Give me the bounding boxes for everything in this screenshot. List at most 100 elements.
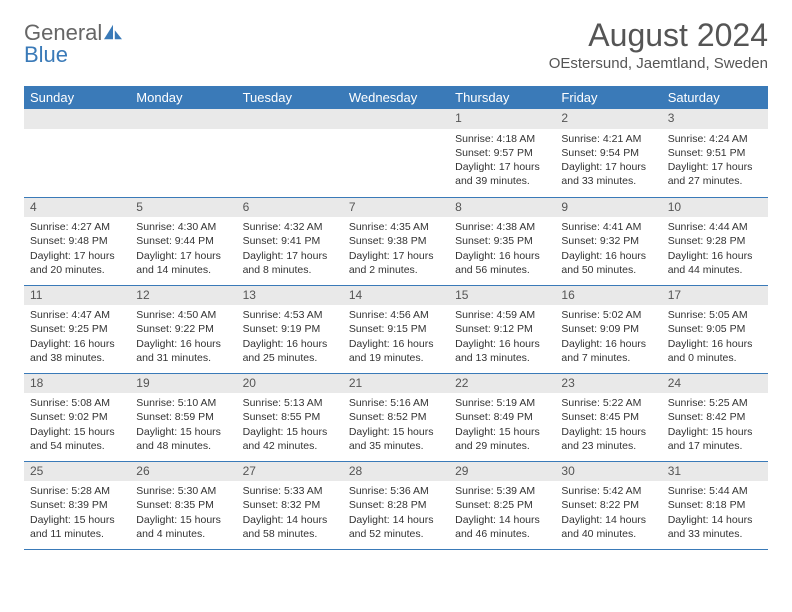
day-number: 30	[555, 462, 661, 482]
day-number: 3	[662, 109, 768, 129]
day-detail: Sunrise: 4:41 AMSunset: 9:32 PMDaylight:…	[555, 217, 661, 281]
day-detail: Sunrise: 4:27 AMSunset: 9:48 PMDaylight:…	[24, 217, 130, 281]
calendar-cell: 22Sunrise: 5:19 AMSunset: 8:49 PMDayligh…	[449, 373, 555, 461]
brand-word2: Blue	[24, 42, 68, 67]
calendar-week-row: 1Sunrise: 4:18 AMSunset: 9:57 PMDaylight…	[24, 109, 768, 197]
calendar-page: General Blue August 2024 OEstersund, Jae…	[0, 0, 792, 568]
day-number	[130, 109, 236, 129]
day-number: 23	[555, 374, 661, 394]
calendar-cell: 3Sunrise: 4:24 AMSunset: 9:51 PMDaylight…	[662, 109, 768, 197]
calendar-cell: 6Sunrise: 4:32 AMSunset: 9:41 PMDaylight…	[237, 197, 343, 285]
day-detail: Sunrise: 5:28 AMSunset: 8:39 PMDaylight:…	[24, 481, 130, 545]
day-detail: Sunrise: 5:36 AMSunset: 8:28 PMDaylight:…	[343, 481, 449, 545]
day-header: Tuesday	[237, 86, 343, 109]
calendar-cell	[237, 109, 343, 197]
day-number: 12	[130, 286, 236, 306]
day-number: 19	[130, 374, 236, 394]
calendar-cell: 29Sunrise: 5:39 AMSunset: 8:25 PMDayligh…	[449, 461, 555, 549]
calendar-cell: 18Sunrise: 5:08 AMSunset: 9:02 PMDayligh…	[24, 373, 130, 461]
sail-icon	[104, 24, 122, 40]
day-number: 22	[449, 374, 555, 394]
day-number: 24	[662, 374, 768, 394]
day-number	[343, 109, 449, 129]
title-block: August 2024 OEstersund, Jaemtland, Swede…	[549, 18, 768, 72]
calendar-week-row: 4Sunrise: 4:27 AMSunset: 9:48 PMDaylight…	[24, 197, 768, 285]
calendar-cell: 7Sunrise: 4:35 AMSunset: 9:38 PMDaylight…	[343, 197, 449, 285]
day-number: 16	[555, 286, 661, 306]
day-number: 10	[662, 198, 768, 218]
day-number: 11	[24, 286, 130, 306]
calendar-cell: 16Sunrise: 5:02 AMSunset: 9:09 PMDayligh…	[555, 285, 661, 373]
day-header: Saturday	[662, 86, 768, 109]
calendar-table: Sunday Monday Tuesday Wednesday Thursday…	[24, 86, 768, 550]
day-detail: Sunrise: 4:50 AMSunset: 9:22 PMDaylight:…	[130, 305, 236, 369]
day-detail: Sunrise: 5:25 AMSunset: 8:42 PMDaylight:…	[662, 393, 768, 457]
day-number: 28	[343, 462, 449, 482]
day-number: 29	[449, 462, 555, 482]
calendar-week-row: 11Sunrise: 4:47 AMSunset: 9:25 PMDayligh…	[24, 285, 768, 373]
calendar-cell: 1Sunrise: 4:18 AMSunset: 9:57 PMDaylight…	[449, 109, 555, 197]
day-number: 6	[237, 198, 343, 218]
calendar-cell: 27Sunrise: 5:33 AMSunset: 8:32 PMDayligh…	[237, 461, 343, 549]
day-number: 15	[449, 286, 555, 306]
calendar-cell: 17Sunrise: 5:05 AMSunset: 9:05 PMDayligh…	[662, 285, 768, 373]
day-header: Friday	[555, 86, 661, 109]
day-detail: Sunrise: 5:13 AMSunset: 8:55 PMDaylight:…	[237, 393, 343, 457]
calendar-cell: 26Sunrise: 5:30 AMSunset: 8:35 PMDayligh…	[130, 461, 236, 549]
calendar-cell	[24, 109, 130, 197]
day-header-row: Sunday Monday Tuesday Wednesday Thursday…	[24, 86, 768, 109]
day-number	[237, 109, 343, 129]
day-number: 7	[343, 198, 449, 218]
day-number: 9	[555, 198, 661, 218]
calendar-cell: 30Sunrise: 5:42 AMSunset: 8:22 PMDayligh…	[555, 461, 661, 549]
day-detail: Sunrise: 4:44 AMSunset: 9:28 PMDaylight:…	[662, 217, 768, 281]
calendar-cell: 8Sunrise: 4:38 AMSunset: 9:35 PMDaylight…	[449, 197, 555, 285]
day-detail: Sunrise: 4:21 AMSunset: 9:54 PMDaylight:…	[555, 129, 661, 193]
day-detail: Sunrise: 4:30 AMSunset: 9:44 PMDaylight:…	[130, 217, 236, 281]
day-detail: Sunrise: 5:42 AMSunset: 8:22 PMDaylight:…	[555, 481, 661, 545]
day-detail: Sunrise: 5:10 AMSunset: 8:59 PMDaylight:…	[130, 393, 236, 457]
day-number: 31	[662, 462, 768, 482]
calendar-cell: 19Sunrise: 5:10 AMSunset: 8:59 PMDayligh…	[130, 373, 236, 461]
day-number: 21	[343, 374, 449, 394]
day-number: 27	[237, 462, 343, 482]
day-header: Sunday	[24, 86, 130, 109]
calendar-cell: 11Sunrise: 4:47 AMSunset: 9:25 PMDayligh…	[24, 285, 130, 373]
day-number: 5	[130, 198, 236, 218]
calendar-cell: 14Sunrise: 4:56 AMSunset: 9:15 PMDayligh…	[343, 285, 449, 373]
day-detail: Sunrise: 4:56 AMSunset: 9:15 PMDaylight:…	[343, 305, 449, 369]
day-number: 25	[24, 462, 130, 482]
day-header: Monday	[130, 86, 236, 109]
day-number: 14	[343, 286, 449, 306]
day-detail: Sunrise: 5:02 AMSunset: 9:09 PMDaylight:…	[555, 305, 661, 369]
day-number	[24, 109, 130, 129]
day-detail: Sunrise: 4:24 AMSunset: 9:51 PMDaylight:…	[662, 129, 768, 193]
calendar-cell: 2Sunrise: 4:21 AMSunset: 9:54 PMDaylight…	[555, 109, 661, 197]
calendar-week-row: 25Sunrise: 5:28 AMSunset: 8:39 PMDayligh…	[24, 461, 768, 549]
calendar-cell: 13Sunrise: 4:53 AMSunset: 9:19 PMDayligh…	[237, 285, 343, 373]
day-header: Thursday	[449, 86, 555, 109]
calendar-cell: 9Sunrise: 4:41 AMSunset: 9:32 PMDaylight…	[555, 197, 661, 285]
day-detail: Sunrise: 4:59 AMSunset: 9:12 PMDaylight:…	[449, 305, 555, 369]
day-detail: Sunrise: 4:47 AMSunset: 9:25 PMDaylight:…	[24, 305, 130, 369]
calendar-cell: 24Sunrise: 5:25 AMSunset: 8:42 PMDayligh…	[662, 373, 768, 461]
month-title: August 2024	[549, 18, 768, 53]
calendar-cell: 4Sunrise: 4:27 AMSunset: 9:48 PMDaylight…	[24, 197, 130, 285]
day-detail: Sunrise: 5:08 AMSunset: 9:02 PMDaylight:…	[24, 393, 130, 457]
day-detail: Sunrise: 5:33 AMSunset: 8:32 PMDaylight:…	[237, 481, 343, 545]
day-detail: Sunrise: 4:38 AMSunset: 9:35 PMDaylight:…	[449, 217, 555, 281]
day-detail: Sunrise: 4:53 AMSunset: 9:19 PMDaylight:…	[237, 305, 343, 369]
day-number: 1	[449, 109, 555, 129]
day-number: 4	[24, 198, 130, 218]
calendar-cell: 20Sunrise: 5:13 AMSunset: 8:55 PMDayligh…	[237, 373, 343, 461]
day-detail: Sunrise: 5:44 AMSunset: 8:18 PMDaylight:…	[662, 481, 768, 545]
day-number: 8	[449, 198, 555, 218]
day-number: 17	[662, 286, 768, 306]
day-number: 13	[237, 286, 343, 306]
brand-logo: General Blue	[24, 18, 122, 66]
calendar-cell: 5Sunrise: 4:30 AMSunset: 9:44 PMDaylight…	[130, 197, 236, 285]
day-detail: Sunrise: 5:16 AMSunset: 8:52 PMDaylight:…	[343, 393, 449, 457]
calendar-cell: 21Sunrise: 5:16 AMSunset: 8:52 PMDayligh…	[343, 373, 449, 461]
calendar-cell: 28Sunrise: 5:36 AMSunset: 8:28 PMDayligh…	[343, 461, 449, 549]
calendar-cell: 25Sunrise: 5:28 AMSunset: 8:39 PMDayligh…	[24, 461, 130, 549]
